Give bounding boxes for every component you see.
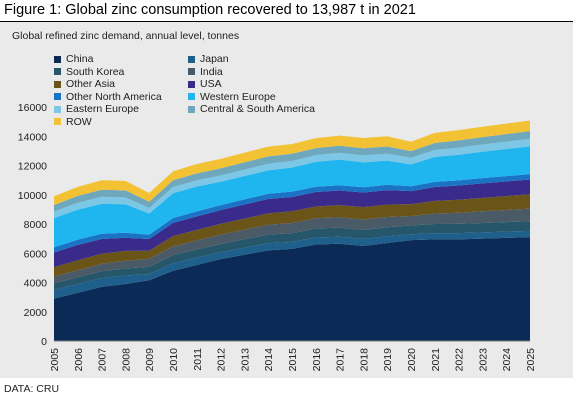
y-tick-label: 10000 — [18, 190, 47, 202]
x-tick-label: 2023 — [477, 348, 489, 372]
area-series-other-asia — [54, 194, 530, 277]
legend-item-china: China — [54, 53, 188, 66]
legend-swatch — [188, 93, 195, 101]
data-source: DATA: CRU — [4, 383, 60, 395]
chart-legend: China Japan South Korea India Other Asia… — [54, 53, 374, 128]
x-tick-label: 2009 — [144, 348, 156, 372]
area-series-eastern-europe — [54, 138, 530, 219]
legend-item-usa: USA — [188, 78, 348, 91]
x-tick-label: 2015 — [287, 348, 299, 372]
x-tick-label: 2012 — [216, 348, 228, 372]
x-tick-label: 2025 — [525, 348, 537, 372]
legend-item-other-asia: Other Asia — [54, 78, 188, 91]
x-tick-label: 2011 — [192, 348, 204, 371]
x-tick-label: 2013 — [239, 348, 251, 372]
y-tick-label: 8000 — [24, 219, 48, 231]
x-tick-label: 2022 — [454, 348, 466, 372]
x-tick-label: 2019 — [382, 348, 394, 372]
legend-label: Other North America — [66, 90, 162, 103]
legend-label: China — [66, 53, 94, 66]
legend-swatch — [188, 55, 195, 63]
y-tick-label: 2000 — [24, 307, 48, 319]
x-tick-label: 2006 — [73, 348, 85, 372]
legend-swatch — [54, 105, 61, 113]
y-tick-label: 14000 — [18, 131, 47, 143]
y-tick-label: 12000 — [18, 161, 47, 173]
legend-swatch — [54, 118, 61, 126]
legend-label: Central & South America — [200, 103, 315, 116]
area-series-usa — [54, 179, 530, 268]
legend-item-other-north-america: Other North America — [54, 91, 188, 104]
x-tick-label: 2014 — [263, 348, 275, 372]
legend-label: Japan — [200, 53, 229, 66]
legend-swatch — [54, 80, 61, 88]
legend-item-central-south-america: Central & South America — [188, 103, 348, 116]
x-tick-label: 2020 — [406, 348, 418, 372]
y-tick-label: 6000 — [24, 248, 48, 260]
chart-panel: Global refined zinc demand, annual level… — [0, 22, 573, 378]
y-tick-label: 16000 — [18, 102, 47, 114]
area-series-japan — [54, 230, 530, 299]
legend-label: Eastern Europe — [66, 103, 139, 116]
x-tick-label: 2010 — [168, 348, 180, 372]
x-tick-label: 2005 — [49, 348, 61, 372]
area-series-india — [54, 208, 530, 284]
legend-item-row: ROW — [54, 116, 188, 129]
legend-label: USA — [200, 78, 222, 91]
legend-swatch — [54, 55, 61, 63]
legend-item-eastern-europe: Eastern Europe — [54, 103, 188, 116]
legend-label: Western Europe — [200, 90, 276, 103]
stacked-area-chart: 0 2000 4000 6000 8000 10000 12000 14000 16000 200… — [18, 102, 537, 372]
legend-item-south-korea: South Korea — [54, 66, 188, 79]
legend-swatch — [54, 68, 61, 76]
legend-label: India — [200, 65, 223, 78]
legend-swatch — [188, 68, 195, 76]
y-tick-label: 0 — [41, 336, 47, 348]
area-series-western-europe — [54, 146, 530, 248]
area-series-central-south-america — [54, 131, 530, 212]
x-tick-label: 2024 — [501, 348, 513, 372]
y-tick-label: 4000 — [24, 278, 48, 290]
area-series-south-korea — [54, 221, 530, 290]
x-tick-label: 2008 — [120, 348, 132, 372]
title-divider — [0, 21, 573, 22]
legend-item-japan: Japan — [188, 53, 348, 66]
x-tick-label: 2016 — [311, 348, 323, 372]
x-tick-label: 2021 — [430, 348, 442, 372]
area-series-other-north-america — [54, 174, 530, 253]
legend-swatch — [188, 105, 195, 113]
legend-swatch — [188, 80, 195, 88]
chart-subtitle: Global refined zinc demand, annual level… — [12, 30, 240, 42]
x-tick-label: 2007 — [97, 348, 109, 372]
legend-item-india: India — [188, 66, 348, 79]
legend-label: Other Asia — [66, 78, 116, 91]
x-tick-label: 2018 — [358, 348, 370, 372]
area-series-row — [54, 120, 530, 205]
legend-label: ROW — [66, 115, 92, 128]
legend-label: South Korea — [66, 65, 125, 78]
legend-swatch — [54, 93, 61, 101]
area-series-china — [54, 237, 530, 341]
figure-title: Figure 1: Global zinc consumption recove… — [4, 2, 416, 18]
x-tick-label: 2017 — [335, 348, 347, 372]
legend-item-western-europe: Western Europe — [188, 91, 348, 104]
